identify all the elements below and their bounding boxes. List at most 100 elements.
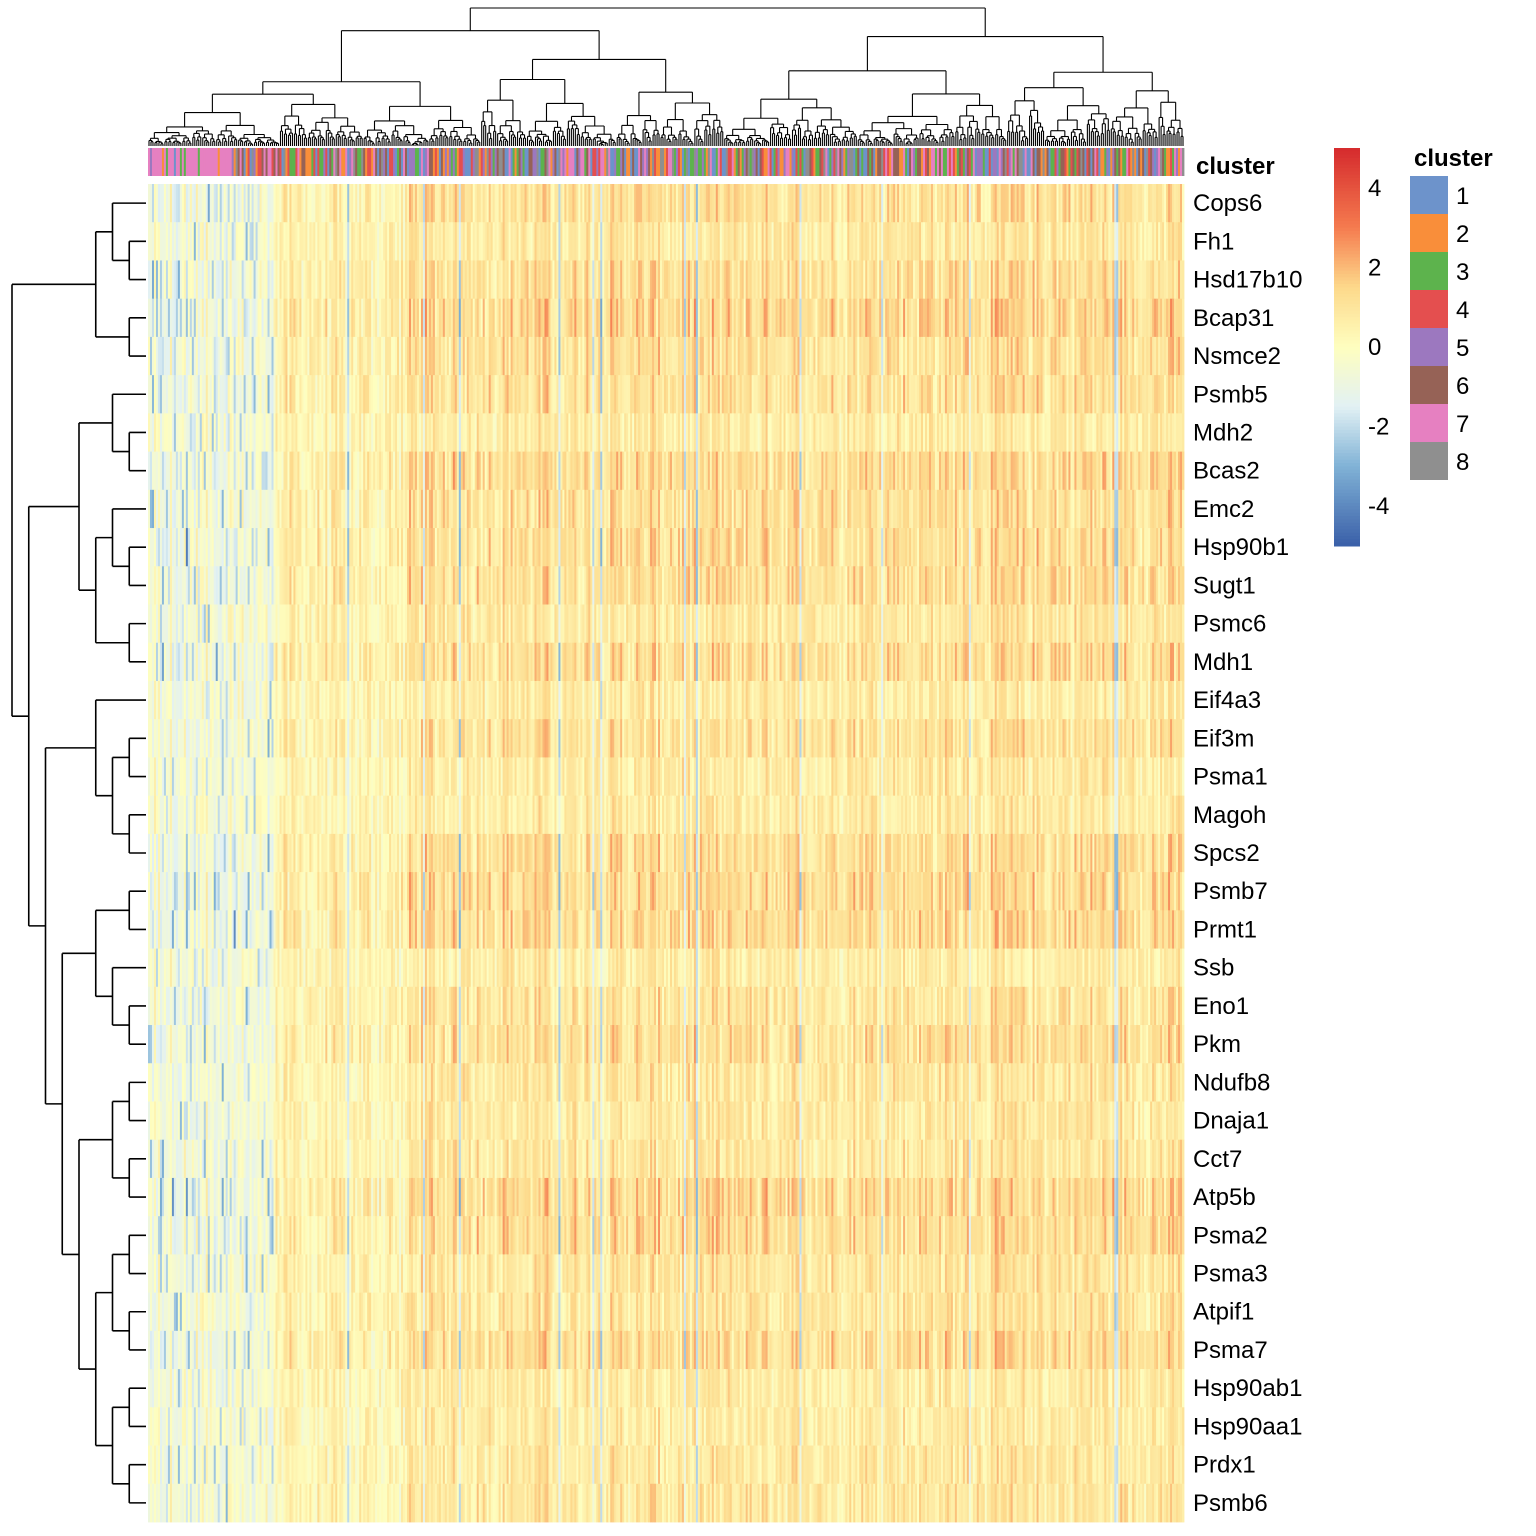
heatmap-cell bbox=[558, 222, 561, 261]
annotation-cell bbox=[825, 148, 828, 176]
annotation-cell bbox=[1096, 148, 1099, 176]
heatmap-cell bbox=[454, 184, 458, 223]
heatmap-cell bbox=[919, 184, 922, 223]
heatmap-cell bbox=[859, 184, 862, 223]
annotation-cell bbox=[608, 148, 611, 176]
annotation-cell bbox=[412, 148, 416, 176]
heatmap-cell bbox=[155, 184, 159, 223]
heatmap-cell bbox=[428, 260, 432, 300]
heatmap-cell bbox=[369, 184, 372, 223]
annotation-cell bbox=[998, 148, 1002, 176]
annotation-cell bbox=[731, 148, 735, 176]
heatmap-cell bbox=[697, 222, 701, 261]
annotation-cell bbox=[195, 148, 199, 176]
annotation-cell bbox=[257, 148, 260, 176]
heatmap-cell bbox=[795, 222, 798, 261]
heatmap-cell bbox=[899, 222, 902, 261]
heatmap-cell bbox=[715, 260, 719, 300]
annotation-cell bbox=[426, 148, 430, 176]
heatmap-cell bbox=[693, 222, 697, 261]
heatmap-cell bbox=[237, 260, 241, 300]
heatmap-cell bbox=[353, 260, 356, 300]
heatmap-cell bbox=[803, 222, 806, 261]
heatmap-cell bbox=[403, 184, 406, 223]
annotation-cell bbox=[1002, 148, 1006, 176]
heatmap-cell bbox=[271, 222, 274, 261]
heatmap-cell bbox=[893, 222, 896, 261]
heatmap-cell bbox=[193, 184, 197, 223]
heatmap-cell bbox=[401, 260, 404, 300]
annotation-cell bbox=[930, 148, 934, 176]
heatmap-cell bbox=[512, 222, 515, 261]
heatmap-cell bbox=[434, 184, 438, 223]
heatmap-cell bbox=[347, 260, 350, 300]
heatmap-cell bbox=[333, 260, 336, 300]
annotation-cell bbox=[618, 148, 621, 176]
heatmap-cell bbox=[566, 184, 569, 223]
heatmap-cell bbox=[389, 184, 392, 223]
heatmap-cell bbox=[576, 184, 579, 223]
heatmap-cell bbox=[528, 260, 531, 300]
heatmap-cell bbox=[1012, 222, 1016, 261]
heatmap-cell bbox=[797, 260, 800, 300]
heatmap-cell bbox=[546, 222, 549, 261]
heatmap-cell bbox=[1060, 222, 1063, 261]
annotation-cell bbox=[540, 148, 543, 176]
heatmap-cell bbox=[775, 260, 778, 300]
heatmap-cell bbox=[839, 222, 842, 261]
heatmap-cell bbox=[215, 184, 219, 223]
heatmap-cell bbox=[1018, 222, 1022, 261]
annotation-cell bbox=[837, 148, 840, 176]
annotation-cell bbox=[1046, 148, 1049, 176]
annotation-cell bbox=[1042, 148, 1045, 176]
annotation-cell bbox=[1124, 148, 1127, 176]
heatmap-cell bbox=[295, 222, 298, 261]
heatmap-cell bbox=[379, 260, 382, 300]
annotation-cell bbox=[401, 148, 404, 176]
annotation-cell bbox=[414, 148, 418, 176]
annotation-cell bbox=[403, 148, 406, 176]
annotation-cell bbox=[873, 148, 876, 176]
heatmap-cell bbox=[520, 184, 523, 223]
heatmap-cell bbox=[1062, 222, 1065, 261]
heatmap-cell bbox=[171, 260, 175, 300]
heatmap-cell bbox=[434, 222, 438, 261]
annotation-cell bbox=[1144, 148, 1147, 176]
heatmap-cell bbox=[365, 184, 368, 223]
heatmap-cell bbox=[157, 184, 161, 223]
annotation-cell bbox=[753, 148, 757, 176]
heatmap-cell bbox=[915, 184, 918, 223]
heatmap-cell bbox=[468, 184, 472, 223]
heatmap-cell bbox=[799, 260, 802, 300]
heatmap-cell bbox=[747, 222, 751, 261]
heatmap-cell bbox=[1052, 222, 1055, 261]
heatmap-cell bbox=[510, 260, 513, 300]
heatmap-cell bbox=[759, 260, 763, 300]
heatmap-cell bbox=[542, 222, 545, 261]
heatmap-cell bbox=[761, 184, 765, 223]
heatmap-cell bbox=[610, 260, 613, 300]
annotation-cell bbox=[371, 148, 374, 176]
heatmap-cell bbox=[199, 222, 203, 261]
heatmap-cell bbox=[440, 184, 444, 223]
annotation-cell bbox=[408, 148, 412, 176]
heatmap-cell bbox=[1102, 184, 1105, 223]
heatmap-cell bbox=[662, 184, 665, 223]
heatmap-cell bbox=[1052, 184, 1055, 223]
annotation-cell bbox=[917, 148, 920, 176]
heatmap-cell bbox=[709, 260, 713, 300]
annotation-cell bbox=[1008, 148, 1012, 176]
heatmap-cell bbox=[257, 184, 260, 223]
heatmap-cell bbox=[907, 222, 910, 261]
annotation-cell bbox=[899, 148, 902, 176]
annotation-cell bbox=[387, 148, 390, 176]
heatmap-cell bbox=[217, 222, 221, 261]
heatmap-cell bbox=[500, 260, 504, 300]
heatmap-cell bbox=[608, 184, 611, 223]
heatmap-cell bbox=[588, 260, 591, 300]
heatmap-cell bbox=[193, 222, 197, 261]
annotation-cell bbox=[393, 148, 396, 176]
heatmap-cell bbox=[1038, 222, 1041, 261]
annotation-cell bbox=[785, 148, 788, 176]
annotation-cell bbox=[560, 148, 563, 176]
